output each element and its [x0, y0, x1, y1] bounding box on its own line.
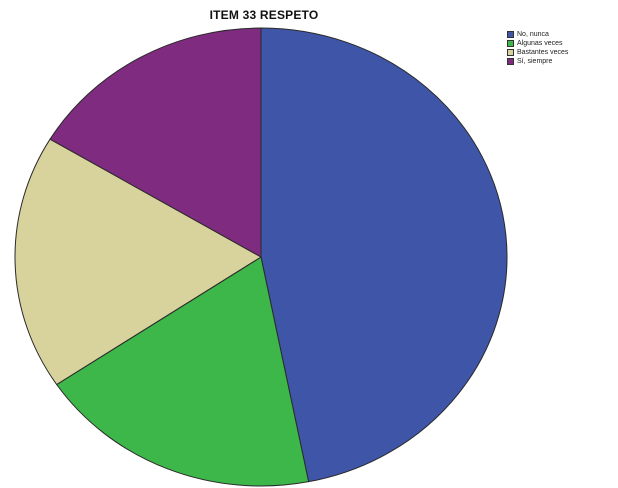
legend-label: Sí, siempre [517, 58, 553, 65]
legend-item-algunas-veces: Algunas veces [507, 39, 568, 48]
pie-slice-bastantes-veces [14, 138, 262, 386]
pie-slice-algunas-veces [56, 256, 310, 487]
legend-label: No, nunca [517, 31, 549, 38]
legend-item-si-siempre: Sí, siempre [507, 57, 568, 66]
legend-label: Algunas veces [517, 40, 563, 47]
legend-swatch [507, 58, 514, 65]
chart-title: ITEM 33 RESPETO [209, 8, 319, 22]
legend-swatch [507, 49, 514, 56]
legend-swatch [507, 31, 514, 38]
legend-item-no-nunca: No, nunca [507, 30, 568, 39]
legend: No, nunca Algunas veces Bastantes veces Sí,… [507, 30, 568, 66]
legend-item-bastantes-veces: Bastantes veces [507, 48, 568, 57]
legend-swatch [507, 40, 514, 47]
pie-slice-no-nunca [260, 27, 508, 483]
pie-slice-si-siempre [49, 27, 262, 258]
legend-label: Bastantes veces [517, 49, 569, 56]
